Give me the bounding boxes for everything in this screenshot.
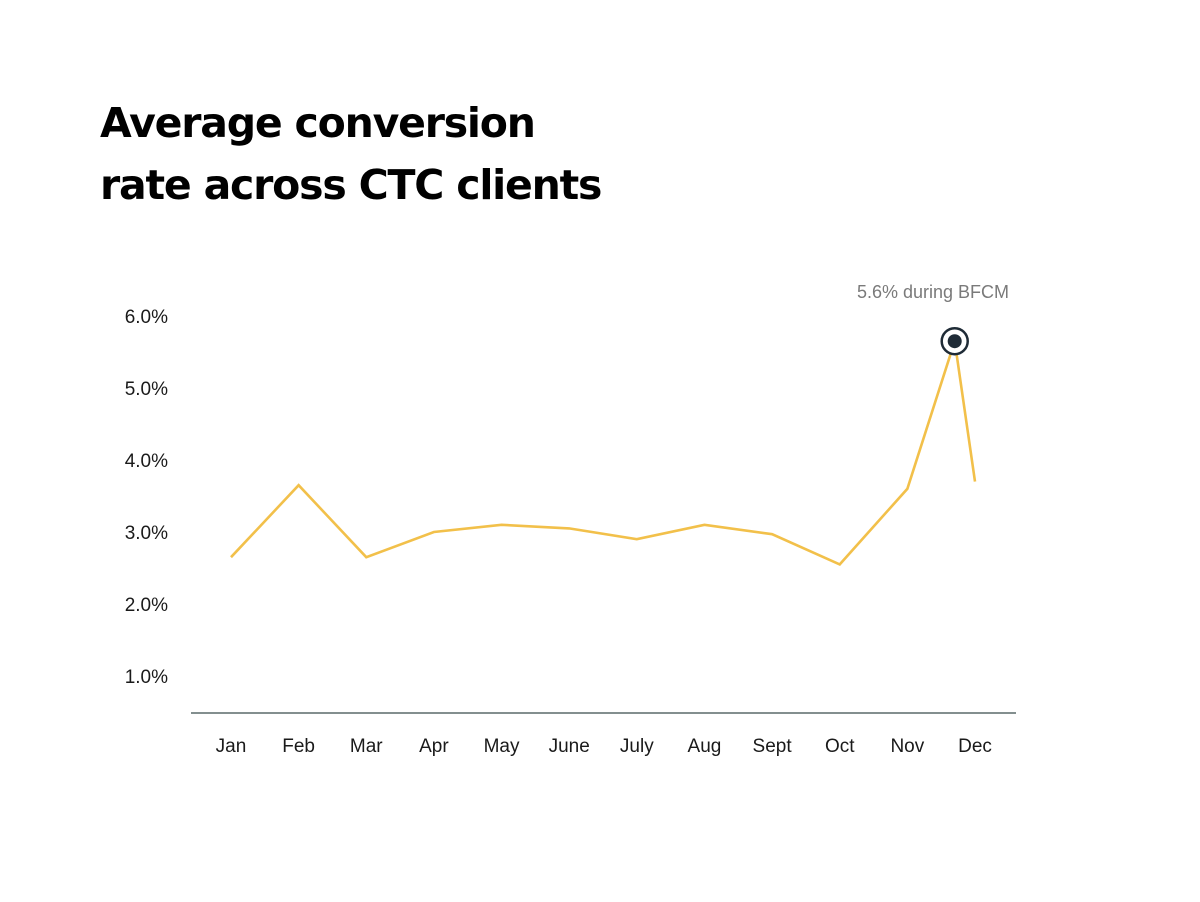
x-axis-ticks: Jan Feb Mar Apr May June July Aug Sept Oct Nov Dec — [216, 736, 992, 757]
y-tick-label: 1.0% — [125, 667, 168, 688]
bfcm-peak-marker-dot — [947, 334, 962, 349]
y-tick-label: 6.0% — [125, 307, 168, 328]
y-tick-label: 3.0% — [125, 523, 168, 544]
x-tick-label: May — [484, 736, 520, 757]
y-tick-label: 5.0% — [125, 379, 168, 400]
conversion-rate-line — [230, 340, 977, 566]
x-tick-label: Sept — [753, 736, 793, 757]
x-tick-label: June — [549, 736, 590, 757]
x-tick-label: Apr — [419, 736, 449, 757]
chart-title-line-2: rate across CTC clients — [100, 161, 602, 209]
y-tick-label: 2.0% — [125, 595, 168, 616]
x-tick-label: Feb — [282, 736, 315, 757]
chart-title: Average conversion rate across CTC clien… — [100, 92, 740, 216]
x-tick-label: July — [620, 736, 654, 757]
y-tick-label: 4.0% — [125, 451, 168, 472]
x-tick-label: Nov — [890, 736, 924, 757]
x-tick-label: Dec — [958, 736, 992, 757]
bfcm-peak-marker — [940, 326, 969, 356]
x-tick-label: Aug — [688, 736, 722, 757]
bfcm-annotation: 5.6% during BFCM — [857, 282, 1009, 302]
y-axis-ticks: 1.0% 2.0% 3.0% 4.0% 5.0% 6.0% — [125, 307, 168, 688]
chart-title-line-1: Average conversion — [100, 99, 536, 147]
x-tick-label: Oct — [825, 736, 855, 757]
x-tick-label: Mar — [350, 736, 383, 757]
x-tick-label: Jan — [216, 736, 247, 757]
